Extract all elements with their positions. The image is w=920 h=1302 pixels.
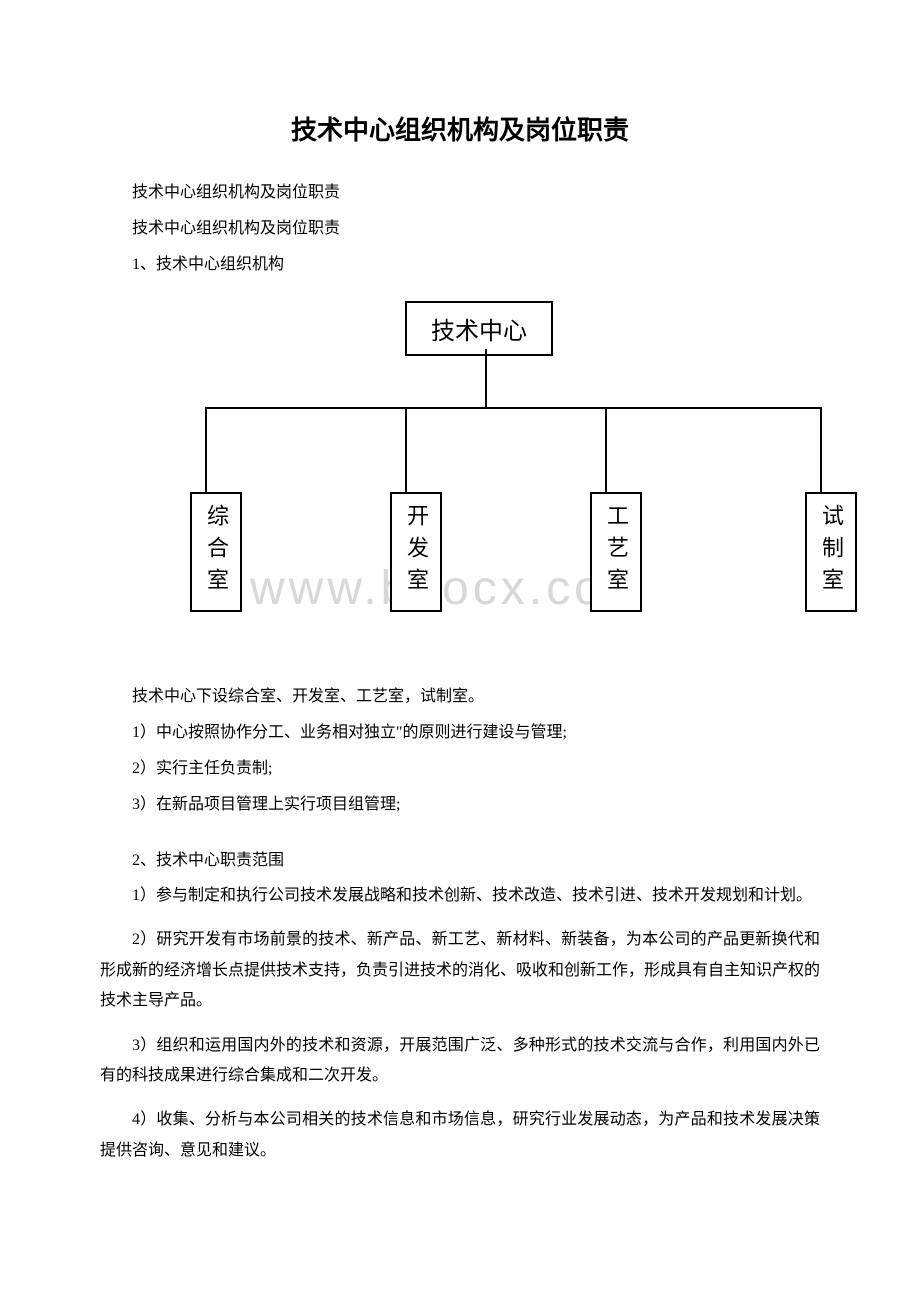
org-child-node-1: 综合室	[190, 492, 242, 612]
bullet-2: 2）实行主任负责制;	[100, 753, 820, 785]
chart-summary: 技术中心下设综合室、开发室、工艺室，试制室。	[100, 681, 820, 713]
section2-item-2: 2）研究开发有市场前景的技术、新产品、新工艺、新材料、新装备，为本公司的产品更新…	[100, 925, 820, 1016]
page-title: 技术中心组织机构及岗位职责	[100, 110, 820, 147]
section2-item-3: 3）组织和运用国内外的技术和资源，开展范围广泛、多种形式的技术交流与合作，利用国…	[100, 1031, 820, 1092]
paragraph-spacer	[100, 825, 820, 845]
intro-line-1: 技术中心组织机构及岗位职责	[100, 177, 820, 209]
chart-line-drop-4	[820, 407, 822, 492]
bullet-3: 3）在新品项目管理上实行项目组管理;	[100, 789, 820, 821]
intro-line-3: 1、技术中心组织机构	[100, 249, 820, 281]
section2-item-4: 4）收集、分析与本公司相关的技术信息和市场信息，研究行业发展动态，为产品和技术发…	[100, 1105, 820, 1166]
watermark-text: www.bdocx.com	[250, 561, 649, 616]
org-child-node-3: 工艺室	[590, 492, 642, 612]
chart-line-root-down	[485, 349, 487, 407]
chart-line-drop-2	[405, 407, 407, 492]
chart-line-drop-1	[205, 407, 207, 492]
chart-line-drop-3	[605, 407, 607, 492]
bullet-1: 1）中心按照协作分工、业务相对独立"的原则进行建设与管理;	[100, 717, 820, 749]
intro-line-2: 技术中心组织机构及岗位职责	[100, 213, 820, 245]
chart-line-horizontal	[205, 407, 822, 409]
org-root-node: 技术中心	[405, 301, 553, 356]
org-chart: www.bdocx.com 技术中心 综合室 开发室 工艺室 试制室	[150, 301, 850, 661]
section2-item-1: 1）参与制定和执行公司技术发展战略和技术创新、技术改造、技术引进、技术开发规划和…	[100, 881, 820, 911]
org-child-node-4: 试制室	[805, 492, 857, 612]
section2-heading: 2、技术中心职责范围	[100, 845, 820, 877]
org-child-node-2: 开发室	[390, 492, 442, 612]
